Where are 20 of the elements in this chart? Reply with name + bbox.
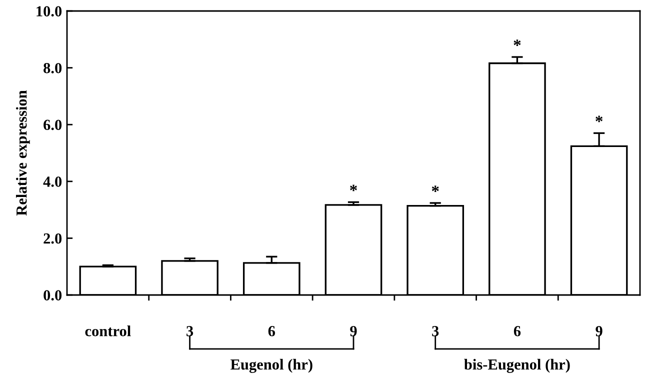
x-tick-label: 9 [596,326,602,336]
y-tick-label: 4.0 [43,176,62,187]
data-label: * [350,184,357,192]
x-tick-label: 3 [432,326,439,336]
x-tick-label: 3 [186,326,194,336]
y-axis-title: Relative expression [16,90,30,216]
data-label: * [432,186,439,192]
data-label: * [514,40,521,46]
y-tick-label: 6.0 [44,120,62,130]
y-tick-label: 8.0 [44,62,62,74]
y-tick-label: 2.0 [44,233,62,244]
y-tick-label: 0.0 [44,290,62,301]
text: bis-Eugenol (hr) [464,358,570,373]
x-tick-label: control [85,326,131,336]
x-tick-label: 6 [268,326,276,336]
text: Eugenol (hr) [230,358,312,373]
y-tick-label: 10.0 [36,6,62,17]
x-tick-label: 9 [350,326,357,336]
x-tick-label: 6 [514,326,521,336]
data-label: * [596,116,603,122]
